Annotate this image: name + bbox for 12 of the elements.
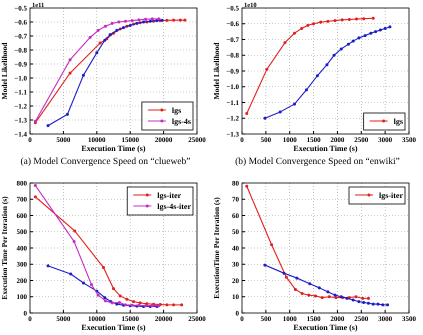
- x-axis-title: Execution Time (s): [81, 144, 146, 153]
- x-axis-title: Execution Time (s): [293, 323, 358, 332]
- legend-label: lgs: [394, 117, 403, 126]
- text: (b) Model Convergence Speed on “enwiki”: [235, 157, 400, 167]
- x-axis-title: Execution Time (s): [81, 323, 146, 332]
- legend-label: lgs-iter: [379, 191, 404, 200]
- legend-label: lgs-iter: [157, 191, 182, 200]
- legend-label: lgs-4s: [172, 117, 191, 126]
- x-axis-title: Execution Time (s): [293, 144, 358, 153]
- text: (a) Model Convergence Speed on “clueweb”: [20, 157, 190, 167]
- legend-label: lgs: [172, 106, 182, 115]
- legend-label: lgs-4s-iter: [157, 202, 192, 211]
